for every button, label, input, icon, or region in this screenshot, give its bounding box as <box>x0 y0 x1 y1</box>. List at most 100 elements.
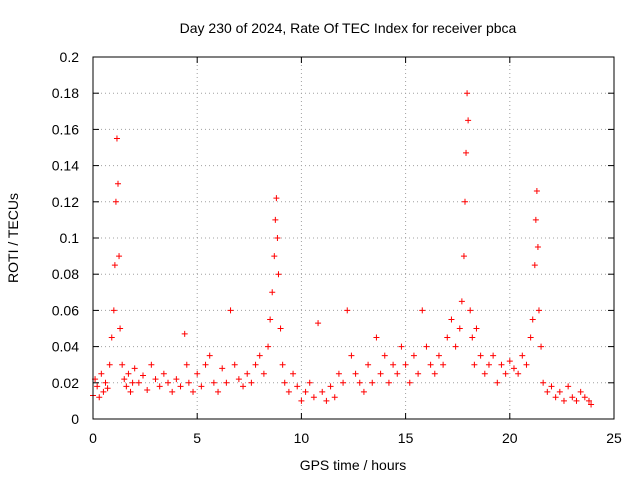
data-point <box>279 361 286 368</box>
data-point <box>323 397 330 404</box>
data-point <box>310 394 317 401</box>
data-point <box>523 361 530 368</box>
data-point <box>510 365 517 372</box>
data-point <box>463 149 470 156</box>
data-point <box>440 361 447 368</box>
data-point <box>565 383 572 390</box>
data-point <box>315 320 322 327</box>
data-point <box>140 372 147 379</box>
data-point <box>519 352 526 359</box>
data-point <box>394 370 401 377</box>
chart-title: Day 230 of 2024, Rate Of TEC Index for r… <box>180 20 517 36</box>
data-point <box>144 387 151 394</box>
data-point <box>377 370 384 377</box>
data-point <box>240 383 247 390</box>
data-point <box>100 388 107 395</box>
data-point <box>165 379 172 386</box>
data-point <box>152 376 159 383</box>
data-point <box>385 379 392 386</box>
data-point <box>127 388 134 395</box>
data-point <box>277 325 284 332</box>
y-tick-label: 0.1 <box>60 230 80 246</box>
data-point <box>285 388 292 395</box>
y-tick-label: 0.04 <box>52 339 79 355</box>
data-point <box>183 361 190 368</box>
data-point <box>410 352 417 359</box>
data-point <box>365 361 372 368</box>
data-point <box>458 298 465 305</box>
data-point <box>467 307 474 314</box>
data-point <box>452 343 459 350</box>
data-point <box>352 370 359 377</box>
data-point <box>119 361 126 368</box>
data-point <box>538 343 545 350</box>
data-point <box>267 316 274 323</box>
y-tick-label: 0.18 <box>52 85 79 101</box>
data-point <box>260 370 267 377</box>
data-point <box>569 394 576 401</box>
data-point <box>540 379 547 386</box>
data-point <box>273 195 280 202</box>
x-tick-label: 25 <box>606 430 622 446</box>
data-point <box>535 307 542 314</box>
data-point <box>265 343 272 350</box>
data-point <box>473 325 480 332</box>
axis-ticks <box>92 56 615 420</box>
data-point <box>552 394 559 401</box>
data-point <box>298 397 305 404</box>
data-point <box>560 397 567 404</box>
data-point <box>96 394 103 401</box>
data-point <box>485 361 492 368</box>
data-point <box>302 388 309 395</box>
data-point <box>290 370 297 377</box>
y-tick-label: 0.08 <box>52 266 79 282</box>
data-point <box>502 370 509 377</box>
data-point <box>319 388 326 395</box>
data-point <box>281 379 288 386</box>
y-tick-labels: 0 0.02 0.04 0.06 0.08 0.1 0.12 0.14 0.16 0.18 0.2 <box>52 49 79 427</box>
data-point <box>585 397 592 404</box>
data-point <box>406 379 413 386</box>
data-point <box>471 361 478 368</box>
data-point <box>129 379 136 386</box>
data-point <box>431 370 438 377</box>
x-tick-label: 20 <box>502 430 518 446</box>
data-point <box>456 325 463 332</box>
data-point <box>340 379 347 386</box>
x-tick-label: 5 <box>193 430 201 446</box>
data-point <box>435 352 442 359</box>
data-point <box>344 307 351 314</box>
data-point <box>235 376 242 383</box>
y-tick-label: 0.06 <box>52 302 79 318</box>
data-point <box>544 388 551 395</box>
data-point <box>464 90 471 97</box>
data-point <box>390 361 397 368</box>
x-tick-label: 15 <box>398 430 414 446</box>
data-point <box>423 343 430 350</box>
data-point <box>272 216 279 223</box>
data-point <box>148 361 155 368</box>
data-point <box>123 383 130 390</box>
data-point <box>534 244 541 251</box>
data-point <box>331 394 338 401</box>
data-point <box>335 370 342 377</box>
data-point <box>104 385 111 392</box>
data-point <box>529 316 536 323</box>
x-tick-label: 10 <box>294 430 310 446</box>
data-point <box>169 388 176 395</box>
data-point <box>219 365 226 372</box>
x-axis-label: GPS time / hours <box>300 457 407 473</box>
data-point <box>223 379 230 386</box>
data-point <box>581 394 588 401</box>
y-tick-label: 0.2 <box>60 49 80 65</box>
data-point <box>160 370 167 377</box>
data-point <box>106 361 113 368</box>
data-point <box>110 307 117 314</box>
data-point <box>206 352 213 359</box>
data-point <box>477 352 484 359</box>
data-point <box>465 117 472 124</box>
data-point <box>202 361 209 368</box>
data-point <box>588 401 595 408</box>
data-point <box>173 376 180 383</box>
